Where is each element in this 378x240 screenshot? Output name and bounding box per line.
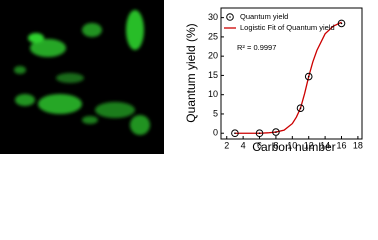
data-point bbox=[255, 129, 264, 138]
data-point bbox=[296, 104, 305, 112]
plot-frame bbox=[220, 7, 363, 140]
y-tick-label: 20 bbox=[208, 51, 218, 61]
x-tick-label: 8 bbox=[273, 140, 278, 150]
y-axis-label: Quantum yield (%) bbox=[184, 23, 198, 122]
figure: Carbon number Quantum yield (%) R² = 0.9… bbox=[0, 0, 363, 154]
x-tick-label: 6 bbox=[257, 140, 262, 150]
x-tick-label: 4 bbox=[241, 140, 246, 150]
data-point bbox=[304, 72, 313, 81]
y-tick-label: 30 bbox=[208, 12, 218, 22]
data-point bbox=[231, 129, 239, 138]
y-tick-label: 10 bbox=[208, 89, 218, 99]
y-tick-label: 25 bbox=[208, 31, 218, 41]
micrograph bbox=[0, 0, 164, 154]
data-point bbox=[337, 19, 346, 28]
fit-line bbox=[234, 21, 342, 134]
x-tick-label: 14 bbox=[320, 140, 330, 150]
x-tick-label: 18 bbox=[353, 140, 363, 150]
x-axis-label: Carbon number bbox=[252, 140, 335, 154]
x-tick-label: 12 bbox=[304, 140, 314, 150]
y-tick-label: 0 bbox=[213, 128, 218, 138]
legend-label: Logistic Fit of Quantum yield bbox=[240, 23, 335, 32]
legend-swatch-dot bbox=[229, 16, 231, 18]
annotation: R² = 0.9997 bbox=[237, 43, 276, 52]
legend-label: Quantum yield bbox=[240, 12, 288, 21]
x-tick-label: 2 bbox=[224, 140, 229, 150]
y-tick-label: 15 bbox=[208, 70, 218, 80]
legend-swatch bbox=[226, 13, 234, 21]
data-point bbox=[272, 128, 280, 136]
x-tick-label: 16 bbox=[336, 140, 346, 150]
y-tick-label: 5 bbox=[213, 108, 218, 118]
x-tick-label: 10 bbox=[287, 140, 297, 150]
